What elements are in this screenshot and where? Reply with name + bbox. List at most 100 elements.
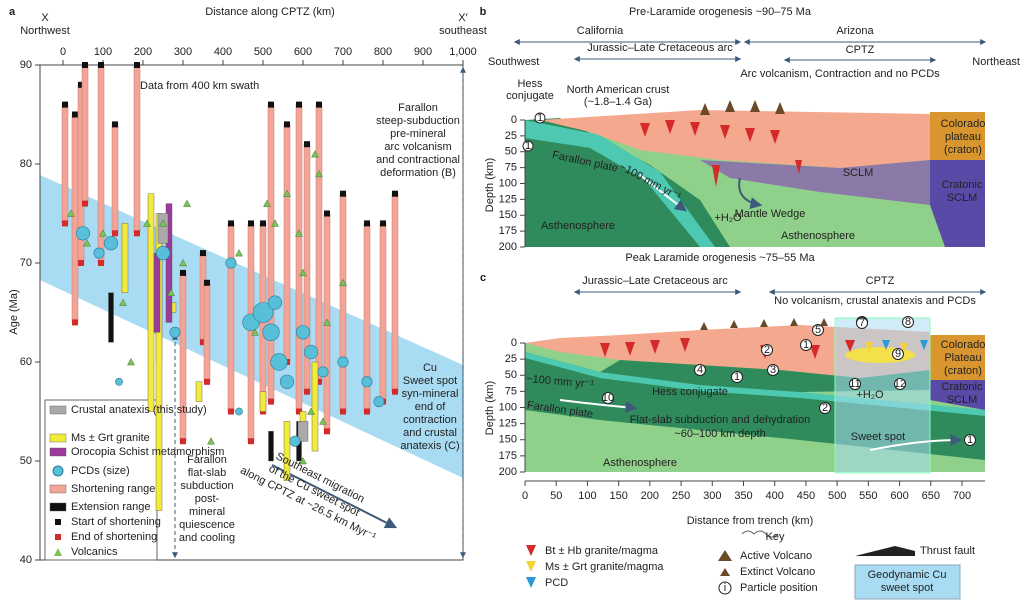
shortening-range (227, 223, 235, 412)
start-of-shortening (180, 269, 186, 276)
start-of-shortening (364, 220, 370, 227)
y-tick-label: 80 (20, 158, 32, 170)
colorado-plateau (930, 112, 985, 160)
pcd-symbols (882, 340, 928, 350)
start-of-shortening (260, 220, 266, 227)
particle-label: 10 (602, 392, 614, 404)
legend-entry: Crustal anatexis (this study) (71, 404, 207, 416)
particle (731, 371, 743, 383)
sclm (700, 160, 930, 205)
y-tick-label: 125 (499, 193, 517, 205)
label: (craton) (944, 365, 982, 377)
shortening-range (111, 124, 119, 234)
x-tick-label: 100 (94, 46, 112, 58)
annotation: Farallon (398, 102, 438, 114)
shortening-range (283, 124, 291, 363)
shortening-range (179, 272, 187, 442)
end-of-shortening (78, 260, 84, 266)
y-axis-title: Depth (km) (484, 158, 496, 212)
annotation: Cu (423, 362, 437, 374)
section-end: Northwest (20, 25, 70, 37)
volcanic (307, 407, 315, 415)
annotation: pre-mineral (390, 128, 446, 140)
label: Cratonic (942, 381, 983, 393)
legend-swatch (49, 484, 67, 494)
start-of-shortening (98, 62, 104, 68)
label: Arizona (836, 25, 874, 37)
legend-box (44, 399, 158, 561)
end-of-shortening (228, 408, 234, 415)
x-tick-label: 250 (672, 490, 690, 502)
section-end: X (41, 12, 49, 24)
end-of-shortening (268, 398, 274, 405)
volcanic (251, 328, 259, 336)
legend-swatch (49, 447, 67, 457)
x-tick-label: 600 (890, 490, 908, 502)
shortening-range (203, 282, 211, 383)
label: Active Volcano (740, 550, 812, 562)
pcd (169, 326, 181, 338)
label: Asthenosphere (781, 230, 855, 242)
particle-label: 1 (525, 140, 531, 152)
y-tick-label: 175 (499, 225, 517, 237)
label: No volcanism, crustal anatexis and PCDs (774, 295, 976, 307)
legend-entry: Ms ± Grt granite (71, 432, 150, 444)
end-of-shortening (324, 428, 330, 435)
label: Cratonic (942, 179, 983, 191)
start-of-shortening (304, 141, 310, 148)
y-tick-label: 25 (505, 353, 517, 365)
section-end: southeast (439, 25, 487, 37)
crust (525, 325, 930, 378)
end-of-shortening (62, 220, 68, 227)
y-tick-label: 40 (20, 554, 32, 566)
annotation: syn-mineral (402, 388, 459, 400)
particle-label: 7 (859, 317, 865, 329)
annotation: subduction (180, 480, 233, 492)
volcanic (167, 288, 175, 296)
volcanic (319, 417, 327, 425)
x-tick-label: 900 (414, 46, 432, 58)
label: Plateau (944, 352, 981, 364)
annotation: anatexis (C) (400, 440, 459, 452)
y-tick-label: 150 (499, 209, 517, 221)
label: SCLM (947, 394, 978, 406)
annotation: Sweet spot (403, 375, 457, 387)
start-of-shortening (82, 62, 88, 68)
end-of-shortening (72, 319, 78, 326)
start-of-shortening (268, 101, 274, 108)
start-of-shortening (134, 62, 140, 68)
label: Flat-slab subduction and dehydration (630, 414, 810, 426)
label: Colorado (941, 118, 986, 130)
volcanic (159, 219, 167, 227)
slab-top (525, 120, 715, 247)
x-tick-label: 200 (134, 46, 152, 58)
legend-entry: End of shortening (71, 531, 157, 543)
pcd (252, 302, 274, 323)
particle-label: 8 (905, 316, 911, 328)
particle (812, 324, 824, 336)
volcanic (67, 209, 75, 217)
end-of-shortening (200, 339, 206, 346)
pcd (267, 295, 283, 310)
legend-entry: Orocopia Schist metamorphism (71, 446, 224, 458)
particle (894, 378, 906, 390)
shortening-range (315, 104, 323, 383)
shortening-range (379, 223, 387, 402)
y-tick-label: 125 (499, 418, 517, 430)
label: Northeast (972, 56, 1020, 68)
particle (902, 316, 914, 328)
legend-entry: Volcanics (71, 546, 118, 558)
label: Particle position (740, 582, 818, 594)
pcd (373, 396, 385, 408)
particle (761, 344, 773, 356)
end-of-shortening (112, 230, 118, 237)
end-of-shortening (392, 388, 398, 395)
particle-label: 1 (734, 371, 740, 383)
legend-entry: PCDs (size) (71, 465, 130, 477)
end-of-shortening (248, 438, 254, 445)
annotation: and cooling (179, 532, 235, 544)
panel-title: Pre-Laramide orogenesis ~90–75 Ma (629, 6, 812, 18)
end-of-shortening (204, 378, 210, 385)
label: sweet spot (881, 582, 934, 594)
